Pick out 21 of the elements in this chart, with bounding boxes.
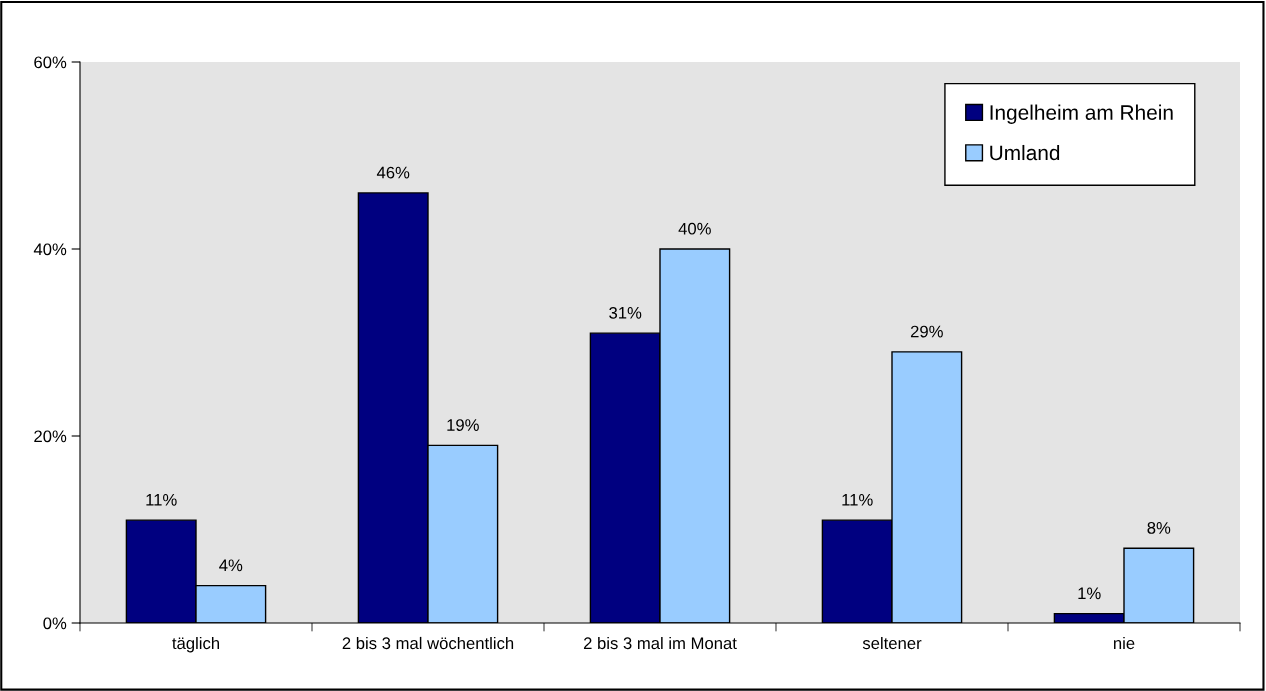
legend-label: Umland: [990, 144, 1060, 161]
data-label: 1%: [1078, 587, 1101, 600]
x-tick-label: seltener: [862, 636, 922, 650]
data-label: 31%: [609, 306, 642, 319]
data-label: 19%: [447, 419, 479, 431]
legend-label: Ingelheim am Rhein: [990, 104, 1173, 124]
y-tick-label: 40%: [33, 243, 67, 256]
data-label: 40%: [678, 222, 711, 235]
data-label: 29%: [910, 325, 943, 338]
y-tick-label: 20%: [34, 430, 67, 443]
data-label: 11%: [842, 494, 873, 506]
y-tick-label: 0%: [43, 617, 67, 630]
y-tick-label: 60%: [34, 56, 67, 69]
data-label: 11%: [146, 494, 177, 506]
x-tick-label: 2 bis 3 mal im Monat: [583, 636, 737, 650]
data-label: 46%: [376, 166, 410, 179]
x-tick-label: nie: [1113, 636, 1135, 650]
data-label: 4%: [219, 559, 243, 572]
x-tick-label: 2 bis 3 mal wöchentlich: [342, 636, 514, 650]
data-label: 8%: [1147, 521, 1171, 534]
x-tick-label: täglich: [172, 636, 220, 653]
